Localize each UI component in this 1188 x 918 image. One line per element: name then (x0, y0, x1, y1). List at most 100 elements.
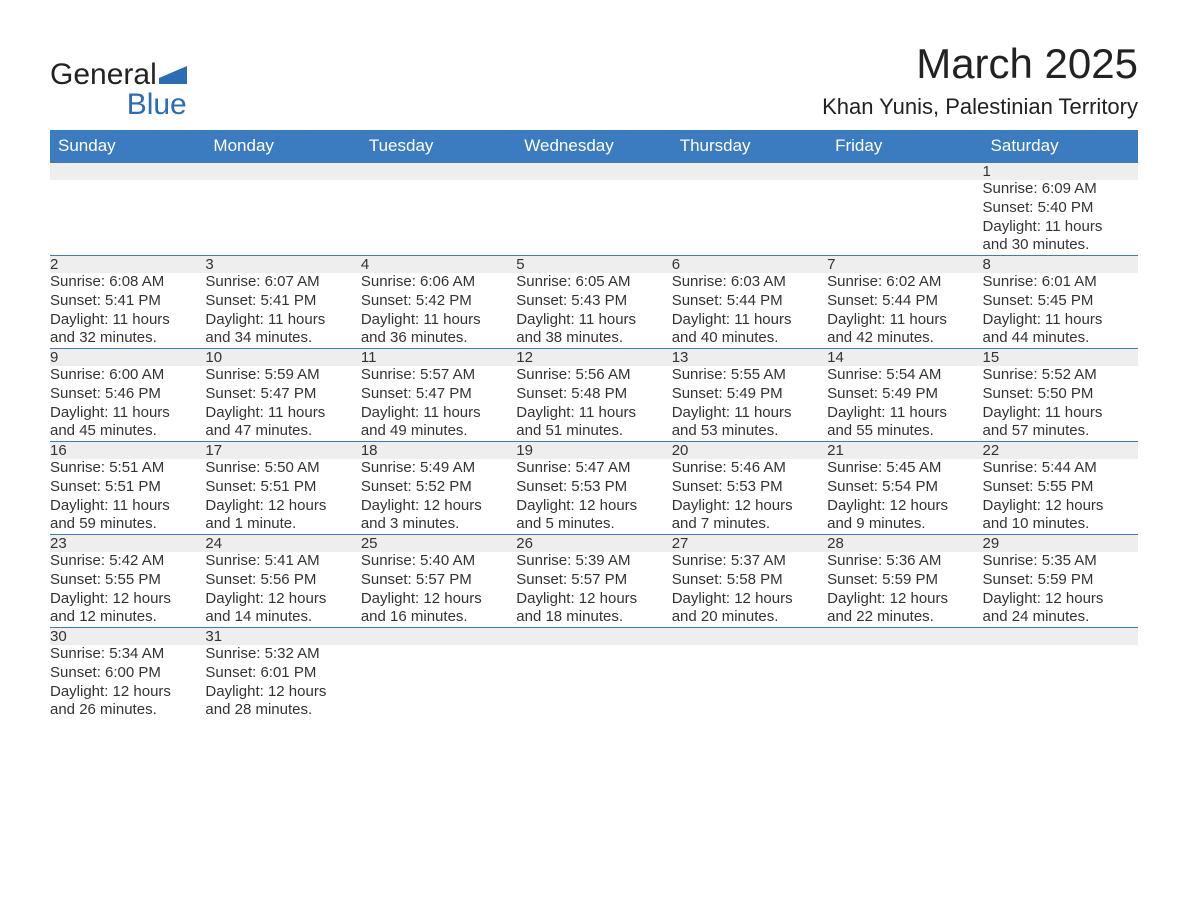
daylight-text: Daylight: 11 hours (50, 404, 205, 423)
day-number: 17 (205, 442, 222, 459)
day-number-cell (361, 163, 516, 181)
day-number: 20 (672, 442, 689, 459)
weekday-header: Sunday (50, 130, 205, 163)
day-detail-cell: Sunrise: 6:08 AMSunset: 5:41 PMDaylight:… (50, 273, 205, 349)
day-detail-cell: Sunrise: 5:59 AMSunset: 5:47 PMDaylight:… (205, 366, 360, 442)
daylight-text: Daylight: 12 hours (205, 497, 360, 516)
day-number: 18 (361, 442, 378, 459)
sunrise-text: Sunrise: 5:45 AM (827, 459, 982, 478)
day-number-cell (516, 163, 671, 181)
sunrise-text: Sunrise: 6:07 AM (205, 273, 360, 292)
day-detail-cell: Sunrise: 6:06 AMSunset: 5:42 PMDaylight:… (361, 273, 516, 349)
daynum-row: 3031 (50, 628, 1138, 646)
sunrise-text: Sunrise: 6:01 AM (983, 273, 1138, 292)
sunset-text: Sunset: 5:47 PM (361, 385, 516, 404)
daylight-text: Daylight: 11 hours (361, 311, 516, 330)
day-detail-cell: Sunrise: 5:37 AMSunset: 5:58 PMDaylight:… (672, 552, 827, 628)
sunset-text: Sunset: 5:53 PM (672, 478, 827, 497)
daylight-text: and 38 minutes. (516, 329, 671, 348)
sunset-text: Sunset: 5:59 PM (827, 571, 982, 590)
day-number-cell (50, 163, 205, 181)
day-detail-cell: Sunrise: 5:49 AMSunset: 5:52 PMDaylight:… (361, 459, 516, 535)
calendar-table: Sunday Monday Tuesday Wednesday Thursday… (50, 130, 1138, 720)
daylight-text: Daylight: 11 hours (516, 404, 671, 423)
daylight-text: Daylight: 12 hours (50, 683, 205, 702)
day-number: 12 (516, 349, 533, 366)
daynum-row: 16171819202122 (50, 442, 1138, 460)
day-number-cell: 4 (361, 256, 516, 274)
logo-flag-icon (159, 60, 187, 90)
sunset-text: Sunset: 5:49 PM (827, 385, 982, 404)
day-number: 5 (516, 256, 524, 273)
day-number-cell: 6 (672, 256, 827, 274)
daylight-text: and 3 minutes. (361, 515, 516, 534)
daylight-text: Daylight: 11 hours (672, 311, 827, 330)
day-number-cell: 2 (50, 256, 205, 274)
day-number-cell: 11 (361, 349, 516, 367)
header: General Blue March 2025 Khan Yunis, Pale… (50, 40, 1138, 120)
sunset-text: Sunset: 5:59 PM (983, 571, 1138, 590)
sunset-text: Sunset: 5:55 PM (983, 478, 1138, 497)
weekday-header: Wednesday (516, 130, 671, 163)
day-detail-cell (672, 180, 827, 256)
day-detail-cell: Sunrise: 5:50 AMSunset: 5:51 PMDaylight:… (205, 459, 360, 535)
day-number-cell (516, 628, 671, 646)
day-number-cell: 10 (205, 349, 360, 367)
detail-row: Sunrise: 6:09 AMSunset: 5:40 PMDaylight:… (50, 180, 1138, 256)
sunrise-text: Sunrise: 5:39 AM (516, 552, 671, 571)
day-number: 28 (827, 535, 844, 552)
sunrise-text: Sunrise: 5:57 AM (361, 366, 516, 385)
logo-word2: Blue (127, 88, 187, 121)
sunset-text: Sunset: 5:41 PM (205, 292, 360, 311)
day-number: 8 (983, 256, 991, 273)
day-detail-cell (983, 645, 1138, 720)
day-number: 26 (516, 535, 533, 552)
daylight-text: and 55 minutes. (827, 422, 982, 441)
day-detail-cell: Sunrise: 5:35 AMSunset: 5:59 PMDaylight:… (983, 552, 1138, 628)
sunset-text: Sunset: 5:51 PM (50, 478, 205, 497)
daynum-row: 1 (50, 163, 1138, 181)
sunrise-text: Sunrise: 6:08 AM (50, 273, 205, 292)
sunrise-text: Sunrise: 5:36 AM (827, 552, 982, 571)
day-number-cell (983, 628, 1138, 646)
sunrise-text: Sunrise: 6:00 AM (50, 366, 205, 385)
sunset-text: Sunset: 5:48 PM (516, 385, 671, 404)
sunrise-text: Sunrise: 5:59 AM (205, 366, 360, 385)
day-detail-cell (516, 180, 671, 256)
daylight-text: Daylight: 11 hours (983, 404, 1138, 423)
daylight-text: and 47 minutes. (205, 422, 360, 441)
daylight-text: and 59 minutes. (50, 515, 205, 534)
daylight-text: and 49 minutes. (361, 422, 516, 441)
day-number-cell: 14 (827, 349, 982, 367)
daylight-text: Daylight: 11 hours (827, 404, 982, 423)
sunrise-text: Sunrise: 5:50 AM (205, 459, 360, 478)
logo-word1: General (50, 58, 157, 91)
daylight-text: and 5 minutes. (516, 515, 671, 534)
day-number-cell: 31 (205, 628, 360, 646)
daylight-text: Daylight: 12 hours (983, 497, 1138, 516)
day-number-cell: 30 (50, 628, 205, 646)
day-detail-cell: Sunrise: 5:40 AMSunset: 5:57 PMDaylight:… (361, 552, 516, 628)
daylight-text: Daylight: 12 hours (827, 590, 982, 609)
day-number-cell: 24 (205, 535, 360, 553)
sunset-text: Sunset: 6:00 PM (50, 664, 205, 683)
sunset-text: Sunset: 6:01 PM (205, 664, 360, 683)
logo: General Blue (50, 60, 187, 120)
day-number-cell: 7 (827, 256, 982, 274)
sunset-text: Sunset: 5:49 PM (672, 385, 827, 404)
sunset-text: Sunset: 5:43 PM (516, 292, 671, 311)
sunset-text: Sunset: 5:44 PM (827, 292, 982, 311)
sunrise-text: Sunrise: 5:46 AM (672, 459, 827, 478)
daylight-text: and 30 minutes. (983, 236, 1138, 255)
day-number-cell: 27 (672, 535, 827, 553)
day-number-cell: 16 (50, 442, 205, 460)
daylight-text: and 44 minutes. (983, 329, 1138, 348)
sunrise-text: Sunrise: 5:56 AM (516, 366, 671, 385)
day-detail-cell (50, 180, 205, 256)
day-number-cell (205, 163, 360, 181)
daylight-text: and 16 minutes. (361, 608, 516, 627)
sunrise-text: Sunrise: 5:44 AM (983, 459, 1138, 478)
daylight-text: and 51 minutes. (516, 422, 671, 441)
daynum-row: 23242526272829 (50, 535, 1138, 553)
daylight-text: and 18 minutes. (516, 608, 671, 627)
